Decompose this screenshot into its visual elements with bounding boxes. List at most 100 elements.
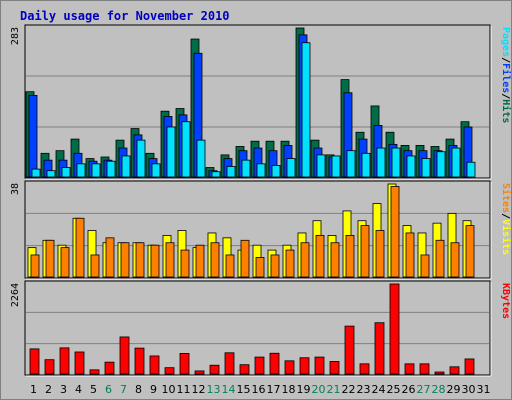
bar-kbytes-day-24 <box>374 322 385 375</box>
series-pages <box>31 42 476 178</box>
bar-sites-day-15 <box>240 239 250 278</box>
bar-pages-day-20 <box>316 154 326 178</box>
x-tick-label-day-12: 12 <box>192 383 206 396</box>
y-max-label: 38 <box>10 183 21 195</box>
bar-pages-day-10 <box>166 126 176 178</box>
legend-entry: Sites <box>500 183 512 213</box>
bar-sites-day-9 <box>150 244 160 278</box>
x-tick-label-day-30: 30 <box>462 383 476 396</box>
legend-entry: Files <box>500 63 512 93</box>
bar-kbytes-day-4 <box>74 351 85 375</box>
bar-kbytes-day-17 <box>269 352 280 375</box>
bar-sites-day-16 <box>255 257 265 278</box>
bar-kbytes-day-2 <box>44 359 55 375</box>
x-tick-label-day-31: 31 <box>477 383 491 396</box>
bar-pages-day-29 <box>451 147 461 178</box>
bar-pages-day-3 <box>61 167 71 178</box>
x-tick-label-day-22: 22 <box>342 383 356 396</box>
bar-sites-day-6 <box>105 237 115 278</box>
legend-entry: / <box>500 57 511 63</box>
bar-pages-day-28 <box>436 151 446 178</box>
bar-pages-day-18 <box>286 158 296 178</box>
bar-pages-day-4 <box>76 163 86 178</box>
x-tick-label-day-17: 17 <box>267 383 281 396</box>
bar-pages-day-17 <box>271 165 281 178</box>
bar-sites-day-13 <box>210 242 220 278</box>
bar-kbytes-day-5 <box>89 369 100 375</box>
bar-kbytes-day-16 <box>254 356 265 375</box>
x-tick-label-day-3: 3 <box>60 383 67 396</box>
bar-sites-day-24 <box>375 230 385 278</box>
x-tick-label-day-1: 1 <box>30 383 37 396</box>
bar-sites-day-8 <box>135 242 145 278</box>
bar-sites-day-20 <box>315 234 325 278</box>
legend-entry: KBytes <box>500 283 511 319</box>
bar-kbytes-day-23 <box>359 363 370 375</box>
bar-sites-day-17 <box>270 254 280 278</box>
panel-kbytes: 2264 KBytes <box>10 280 511 377</box>
bar-sites-day-12 <box>195 244 205 278</box>
bar-sites-day-29 <box>450 242 460 278</box>
x-tick-label-day-5: 5 <box>90 383 97 396</box>
series-sites <box>30 186 475 278</box>
bar-pages-day-5 <box>91 163 101 178</box>
bar-kbytes-day-29 <box>449 366 460 375</box>
bar-kbytes-day-25 <box>389 283 400 375</box>
bar-kbytes-day-19 <box>299 357 310 375</box>
bar-pages-day-2 <box>46 170 56 178</box>
bar-sites-day-4 <box>75 217 85 278</box>
bar-sites-day-27 <box>420 254 430 278</box>
x-tick-label-day-6: 6 <box>105 383 112 396</box>
legend-entry: Visits <box>500 219 512 255</box>
legend-entry: / <box>500 213 511 219</box>
x-tick-label-day-28: 28 <box>432 383 446 396</box>
bar-sites-day-5 <box>90 254 100 278</box>
bar-sites-day-19 <box>300 242 310 278</box>
x-axis-day-labels: 1 2 3 4 5 6 7 8 9 10 11 12 13 14 15 16 17 18 19 20 21 22 23 24 2… <box>30 383 491 396</box>
bar-kbytes-day-22 <box>344 325 355 375</box>
panel-hits-files-pages: 283 Pages/Files/Hits <box>10 24 512 180</box>
bar-pages-day-30 <box>466 161 476 178</box>
bar-files-day-1 <box>28 94 38 178</box>
legend: KBytes <box>500 283 511 319</box>
bar-kbytes-day-21 <box>329 361 340 375</box>
bar-sites-day-7 <box>120 242 130 278</box>
bar-pages-day-15 <box>241 159 251 178</box>
bar-kbytes-day-10 <box>164 367 175 375</box>
bar-sites-day-25 <box>390 186 400 278</box>
x-tick-label-day-14: 14 <box>222 383 236 396</box>
legend: Pages/Files/Hits <box>500 27 512 123</box>
bar-kbytes-day-14 <box>224 352 235 375</box>
x-tick-label-day-16: 16 <box>252 383 266 396</box>
x-tick-label-day-19: 19 <box>297 383 311 396</box>
legend-entry: Pages <box>500 27 511 57</box>
bar-sites-day-11 <box>180 249 190 278</box>
bar-kbytes-day-1 <box>29 348 40 375</box>
x-tick-label-day-9: 9 <box>150 383 157 396</box>
bar-sites-day-14 <box>225 254 235 278</box>
bar-kbytes-day-13 <box>209 364 220 375</box>
x-tick-label-day-7: 7 <box>120 383 127 396</box>
x-tick-label-day-23: 23 <box>357 383 371 396</box>
bar-pages-day-1 <box>31 168 41 178</box>
bar-kbytes-day-18 <box>284 360 295 375</box>
bar-pages-day-14 <box>226 166 236 178</box>
bar-pages-day-6 <box>106 160 116 178</box>
chart-title: Daily usage for November 2010 <box>20 9 230 23</box>
bar-kbytes-day-30 <box>464 358 475 375</box>
bar-sites-day-3 <box>60 247 70 278</box>
bar-kbytes-day-20 <box>314 356 325 375</box>
legend-entry: / <box>500 93 511 99</box>
bar-kbytes-day-11 <box>179 353 190 375</box>
bar-sites-day-1 <box>30 254 40 278</box>
x-tick-label-day-24: 24 <box>372 383 386 396</box>
bar-kbytes-day-3 <box>59 347 70 375</box>
bar-sites-day-26 <box>405 232 415 278</box>
legend-entry: Hits <box>500 99 512 123</box>
x-tick-label-day-2: 2 <box>45 383 52 396</box>
x-tick-label-day-13: 13 <box>207 383 221 396</box>
series-kbytes <box>29 283 475 375</box>
bar-kbytes-day-15 <box>239 364 250 375</box>
